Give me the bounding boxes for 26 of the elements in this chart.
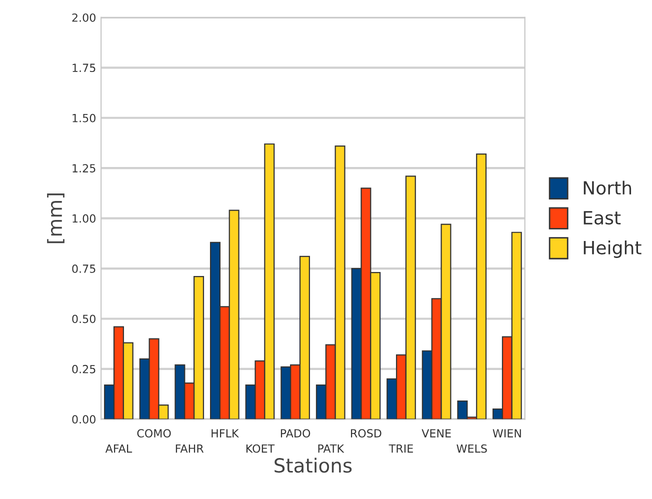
x-tick-label: AFAL (105, 444, 132, 453)
x-tick-label: PADO (280, 429, 310, 438)
y-tick-label: 1.50 (72, 114, 96, 122)
legend-label: Height (584, 240, 642, 258)
y-tick-label: 0.25 (72, 364, 96, 374)
y-tick-label: 1.75 (72, 64, 96, 72)
x-tick-label: PATK (318, 444, 344, 453)
x-axis-title: Stations (274, 458, 352, 473)
x-tick-label: WIEN (492, 429, 521, 438)
y-tick-label: 1.25 (72, 164, 96, 172)
x-tick-label: FAHR (176, 444, 204, 453)
y-tick-label: 0.00 (72, 415, 96, 424)
x-tick-label: TRIE (388, 444, 413, 453)
y-tick-label: 2.00 (72, 13, 96, 22)
legend-label: North (584, 180, 632, 195)
y-tick-label: 1.00 (72, 214, 96, 223)
x-tick-label: KOET (246, 444, 275, 453)
y-tick-label: 0.75 (72, 264, 96, 273)
legend-label: East (584, 211, 621, 225)
x-tick-label: COMO (137, 429, 171, 438)
y-tick-label: 0.50 (72, 314, 96, 324)
x-tick-label: WELS (456, 444, 487, 453)
x-tick-label: HFLK (212, 429, 240, 438)
x-tick-label: ROSD (350, 429, 382, 438)
x-tick-label: VENE (422, 429, 451, 438)
y-axis-title: [mm] (47, 193, 64, 244)
